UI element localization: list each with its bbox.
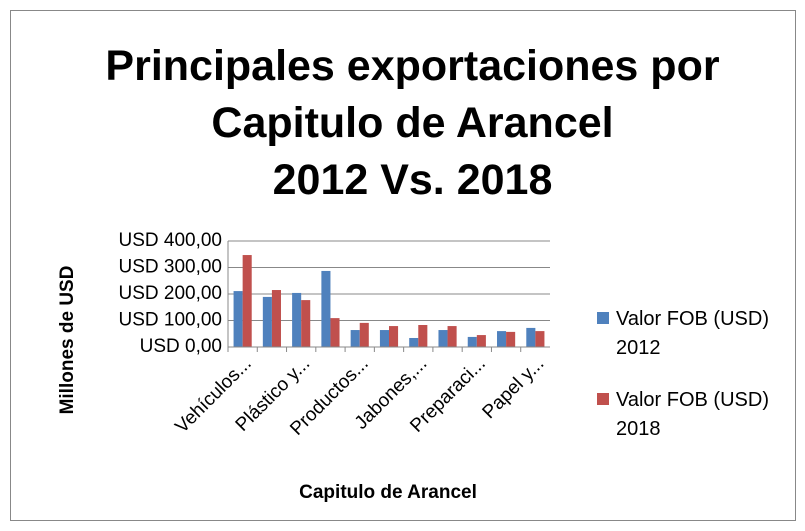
- bar: [535, 331, 545, 347]
- bar: [379, 330, 389, 347]
- y-tick-label: USD 200,00: [118, 283, 222, 304]
- y-tick-label: USD 0,00: [140, 336, 222, 357]
- y-tick-label: USD 400,00: [118, 230, 222, 251]
- bar: [233, 291, 243, 347]
- bar: [321, 270, 331, 347]
- y-axis-title: Millones de USD: [57, 266, 78, 415]
- bar: [526, 327, 536, 347]
- bar: [506, 331, 516, 347]
- y-tick-label: USD 100,00: [118, 310, 222, 331]
- chart-title: Principales exportaciones por Capitulo d…: [105, 42, 720, 204]
- legend-label: Valor FOB (USD) 2012: [616, 308, 769, 359]
- y-tick-label: USD 300,00: [118, 257, 222, 278]
- bar: [271, 290, 281, 347]
- bar: [409, 337, 419, 347]
- bar: [447, 326, 457, 347]
- bar: [301, 300, 311, 347]
- chart-border: [10, 10, 796, 521]
- bar: [262, 296, 272, 347]
- bar: [292, 292, 302, 347]
- x-axis-title: Capitulo de Arancel: [299, 482, 477, 503]
- bar: [418, 325, 428, 347]
- bar: [330, 318, 340, 347]
- legend-swatch: [597, 393, 609, 405]
- bar: [359, 322, 369, 347]
- bar: [467, 336, 477, 347]
- bar: [242, 255, 252, 347]
- legend-swatch: [597, 312, 609, 324]
- bar: [476, 335, 486, 347]
- legend-label: Valor FOB (USD) 2018: [616, 389, 769, 440]
- bar: [497, 331, 507, 347]
- bar: [350, 330, 360, 347]
- bar: [438, 330, 448, 347]
- bar: [389, 326, 399, 347]
